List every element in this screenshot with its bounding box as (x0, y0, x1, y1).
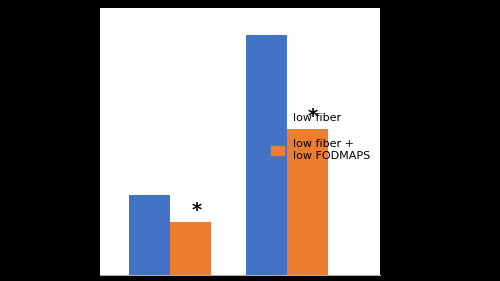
Text: %: % (64, 0, 76, 6)
Bar (286, 129, 328, 275)
Text: *: * (308, 107, 318, 126)
Bar (170, 222, 211, 275)
Text: *: * (191, 201, 202, 220)
Bar (246, 35, 286, 275)
Legend: low fiber, low fiber +
low FODMAPS: low fiber, low fiber + low FODMAPS (266, 108, 374, 166)
Bar (129, 195, 170, 275)
